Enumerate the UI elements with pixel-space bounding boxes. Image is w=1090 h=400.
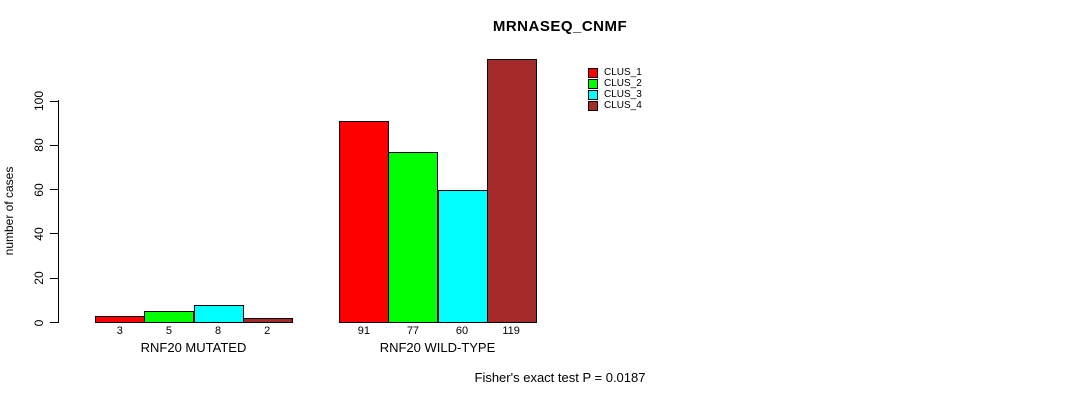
bar-clus_4-1 (242, 318, 293, 324)
y-tick-label: 60 (32, 183, 46, 197)
legend: CLUS_1 CLUS_2 CLUS_3 CLUS_4 (588, 67, 642, 112)
y-tick (50, 144, 58, 146)
bar-clus_2-1 (144, 311, 195, 324)
y-tick-label: 40 (32, 227, 46, 241)
bar-clus_3-1 (193, 304, 244, 324)
y-tick (50, 189, 58, 191)
legend-swatch-clus_2 (588, 78, 598, 89)
y-tick (50, 322, 58, 323)
y-tick-label: 100 (32, 91, 46, 112)
legend-item: CLUS_3 (588, 89, 642, 100)
bar-value-label: 119 (502, 325, 520, 337)
y-tick-label: 80 (32, 138, 46, 153)
y-tick (50, 233, 58, 235)
bar-clus_2-2 (388, 152, 439, 324)
legend-label: CLUS_3 (604, 88, 642, 100)
stat-annotation: Fisher's exact test P = 0.0187 (474, 370, 646, 385)
bar-value-label: 91 (357, 325, 370, 337)
legend-swatch-clus_3 (588, 89, 598, 100)
chart-title: MRNASEQ_CNMF (492, 18, 628, 35)
bar-value-label: 8 (214, 325, 222, 337)
legend-label: CLUS_2 (604, 77, 642, 89)
x-group-label: RNF20 MUTATED (140, 340, 247, 355)
bar-value-label: 2 (264, 325, 271, 337)
bar-value-label: 77 (406, 325, 420, 337)
legend-item: CLUS_1 (588, 67, 642, 78)
x-group-label: RNF20 WILD-TYPE (379, 340, 496, 355)
legend-swatch-clus_4 (588, 101, 598, 112)
bar-value-label: 3 (116, 325, 123, 337)
bar-clus_4-2 (486, 59, 537, 324)
legend-item: CLUS_2 (588, 78, 642, 89)
bar-value-label: 5 (165, 325, 172, 337)
legend-item: CLUS_4 (588, 101, 642, 112)
legend-label: CLUS_1 (604, 66, 642, 78)
bar-clus_1-2 (339, 121, 390, 324)
bar-clus_3-2 (437, 189, 488, 324)
legend-label: CLUS_4 (604, 100, 642, 112)
bar-value-label: 60 (455, 325, 469, 337)
bar-clus_1-1 (95, 315, 146, 324)
y-tick (50, 277, 58, 279)
y-tick-label: 0 (32, 319, 46, 326)
legend-swatch-clus_1 (588, 67, 598, 78)
y-tick (50, 100, 58, 102)
y-tick-label: 20 (32, 271, 46, 285)
y-axis-line (58, 100, 59, 323)
